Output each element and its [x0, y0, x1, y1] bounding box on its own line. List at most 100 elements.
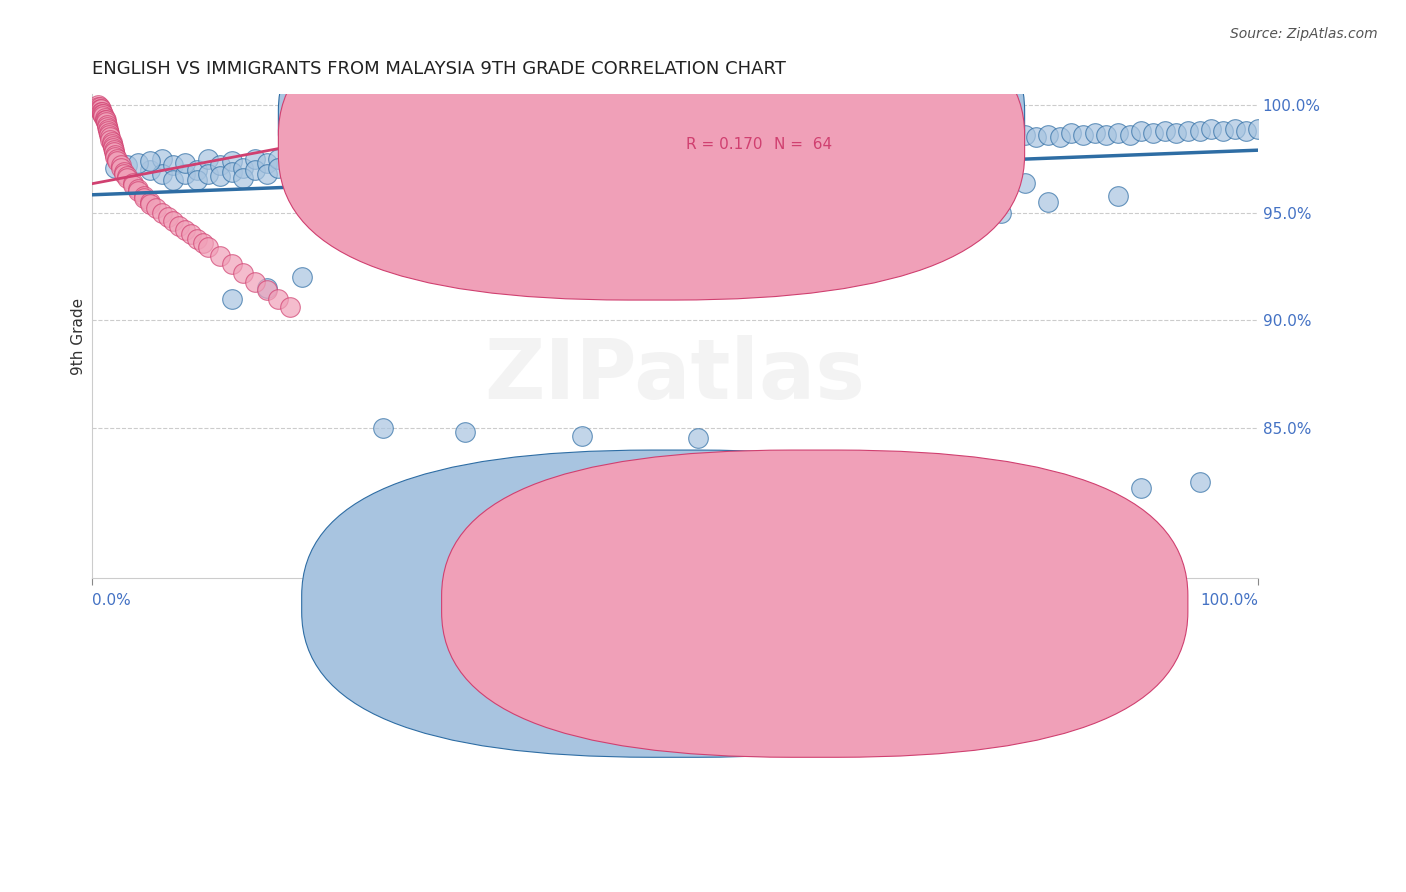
- Point: [197, 240, 219, 254]
- FancyBboxPatch shape: [278, 0, 1025, 276]
- Point: [115, 171, 138, 186]
- Point: [1084, 126, 1107, 140]
- Point: [103, 144, 125, 158]
- Point: [780, 135, 803, 149]
- Point: [93, 113, 115, 128]
- Point: [232, 266, 254, 280]
- Point: [408, 162, 430, 177]
- Point: [454, 156, 477, 170]
- Point: [121, 176, 143, 190]
- Point: [501, 152, 523, 166]
- Point: [1095, 128, 1118, 143]
- Point: [89, 100, 111, 114]
- Point: [979, 130, 1001, 145]
- Point: [465, 145, 488, 160]
- Point: [489, 152, 512, 166]
- Point: [780, 184, 803, 198]
- Point: [664, 141, 686, 155]
- Point: [93, 107, 115, 121]
- Point: [139, 197, 162, 211]
- Point: [162, 158, 184, 172]
- Point: [256, 167, 278, 181]
- Point: [150, 205, 173, 219]
- Point: [349, 154, 371, 169]
- Point: [454, 425, 477, 439]
- Point: [97, 121, 120, 136]
- FancyBboxPatch shape: [278, 0, 1025, 300]
- Point: [302, 162, 325, 177]
- Point: [664, 191, 686, 205]
- Point: [1188, 475, 1211, 489]
- Point: [221, 165, 243, 179]
- Point: [221, 154, 243, 169]
- Point: [851, 132, 873, 146]
- Point: [150, 167, 173, 181]
- Point: [278, 154, 301, 169]
- FancyBboxPatch shape: [610, 99, 890, 172]
- Point: [94, 115, 117, 129]
- Point: [104, 161, 127, 175]
- Point: [1014, 128, 1036, 143]
- Point: [209, 249, 232, 263]
- Point: [93, 111, 115, 125]
- Text: English: English: [707, 596, 762, 611]
- Point: [571, 429, 593, 443]
- FancyBboxPatch shape: [441, 450, 1188, 757]
- Point: [501, 145, 523, 160]
- Point: [114, 165, 136, 179]
- Point: [384, 158, 406, 172]
- Point: [955, 178, 977, 192]
- Point: [605, 139, 627, 153]
- Point: [547, 147, 569, 161]
- Point: [803, 135, 825, 149]
- Text: R = 0.185: R = 0.185: [686, 112, 763, 128]
- Point: [1001, 130, 1024, 145]
- Point: [267, 161, 290, 175]
- Point: [186, 173, 208, 187]
- Point: [1118, 128, 1140, 143]
- Point: [314, 154, 336, 169]
- Point: [721, 136, 744, 151]
- Point: [512, 144, 534, 158]
- Point: [291, 270, 314, 285]
- Point: [710, 139, 733, 153]
- Point: [838, 186, 860, 201]
- FancyBboxPatch shape: [302, 450, 1047, 757]
- Point: [430, 156, 453, 170]
- Point: [873, 217, 896, 231]
- Point: [536, 141, 558, 155]
- Point: [920, 130, 942, 145]
- Point: [360, 150, 382, 164]
- Point: [756, 210, 779, 224]
- Point: [593, 147, 616, 161]
- Point: [150, 152, 173, 166]
- Point: [86, 100, 108, 114]
- Point: [86, 98, 108, 112]
- Point: [96, 118, 118, 132]
- Point: [243, 275, 266, 289]
- Point: [721, 188, 744, 202]
- Point: [94, 113, 117, 128]
- Point: [838, 135, 860, 149]
- Point: [1107, 188, 1129, 202]
- Point: [209, 169, 232, 183]
- Point: [571, 141, 593, 155]
- Point: [232, 171, 254, 186]
- Point: [186, 162, 208, 177]
- Point: [96, 120, 118, 134]
- Point: [221, 292, 243, 306]
- Point: [278, 301, 301, 315]
- Point: [617, 139, 640, 153]
- Point: [675, 139, 697, 153]
- Point: [1071, 485, 1094, 500]
- Point: [943, 130, 966, 145]
- Point: [373, 421, 395, 435]
- Point: [1142, 126, 1164, 140]
- Point: [430, 150, 453, 164]
- Point: [932, 132, 955, 146]
- Point: [908, 132, 931, 146]
- Point: [337, 162, 360, 177]
- Point: [104, 150, 127, 164]
- Point: [1223, 121, 1246, 136]
- Point: [547, 141, 569, 155]
